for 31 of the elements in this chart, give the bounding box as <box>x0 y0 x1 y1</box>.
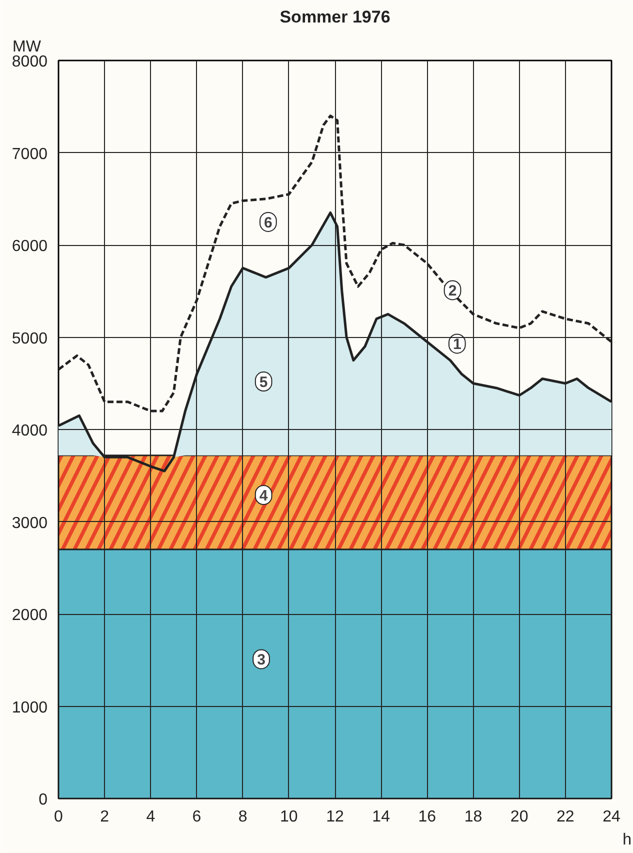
x-tick-label: 0 <box>54 808 64 826</box>
annotation: 4 <box>259 487 268 504</box>
annotation: 1 <box>452 336 462 354</box>
x-tick-label: 8 <box>238 808 248 826</box>
x-tick-label: 16 <box>418 808 436 826</box>
x-tick-label: 20 <box>510 808 528 826</box>
x-tick-label: 4 <box>146 808 156 826</box>
x-tick-label: 22 <box>556 808 574 826</box>
chart-title: Sommer 1976 <box>280 8 390 26</box>
y-tick-label: 1000 <box>12 699 48 716</box>
annotation: 3 <box>257 652 266 669</box>
y-tick-label: 4000 <box>12 422 48 440</box>
y-tick-label: 7000 <box>12 146 48 163</box>
y-tick-label: 5000 <box>12 330 48 348</box>
x-tick-label: 6 <box>192 808 202 826</box>
x-tick-label: 24 <box>602 808 620 826</box>
y-tick-label: 2000 <box>12 607 48 624</box>
y-tick-label: 3000 <box>12 514 48 532</box>
x-tick-label: 18 <box>464 808 482 826</box>
y-tick-label: 0 <box>38 792 48 808</box>
x-tick-label: 12 <box>326 808 344 826</box>
y-tick-label: 6000 <box>12 238 48 255</box>
y-tick-label: 8000 <box>12 54 48 70</box>
x-axis-title: h <box>622 832 632 848</box>
annotation: 6 <box>264 214 272 232</box>
x-tick-label: 10 <box>280 808 298 826</box>
x-tick-label: 2 <box>100 808 110 826</box>
annotation: 2 <box>448 282 457 300</box>
annotation: 5 <box>259 374 268 392</box>
y-axis-title: MW <box>12 38 42 56</box>
x-tick-label: 14 <box>372 808 390 826</box>
